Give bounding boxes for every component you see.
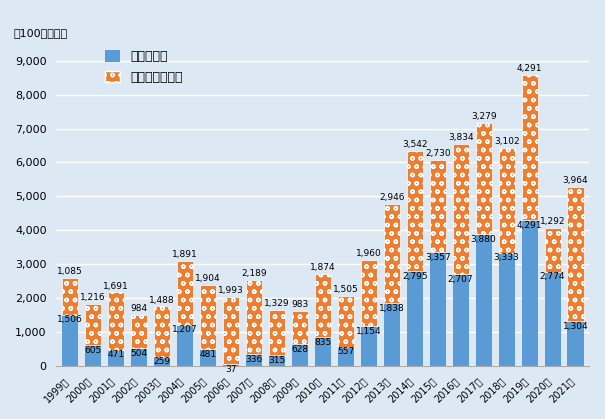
Text: 4,291: 4,291	[517, 221, 542, 230]
Bar	[315, 337, 331, 365]
Text: 1,505: 1,505	[333, 285, 359, 294]
Text: 3,102: 3,102	[494, 137, 520, 146]
Text: 1,993: 1,993	[218, 286, 244, 295]
Bar	[407, 271, 423, 365]
Bar	[338, 347, 354, 365]
Bar	[430, 160, 446, 252]
Bar	[407, 151, 423, 271]
Text: 1,691: 1,691	[103, 282, 129, 290]
Text: 605: 605	[85, 346, 102, 355]
Text: 1,304: 1,304	[563, 322, 588, 331]
Text: 1,488: 1,488	[149, 295, 175, 305]
Text: 1,891: 1,891	[172, 250, 198, 259]
Bar	[223, 364, 239, 365]
Bar	[361, 326, 377, 365]
Text: 504: 504	[131, 349, 148, 358]
Text: 315: 315	[268, 356, 286, 365]
Bar	[544, 272, 561, 365]
Text: 3,964: 3,964	[563, 176, 588, 185]
Text: 1,329: 1,329	[264, 299, 290, 308]
Bar	[453, 274, 469, 365]
Text: 1,506: 1,506	[57, 315, 83, 324]
Text: 259: 259	[154, 357, 171, 367]
Text: （100万ドル）: （100万ドル）	[14, 28, 68, 38]
Bar	[85, 345, 101, 365]
Bar	[430, 252, 446, 365]
Bar	[62, 315, 78, 365]
Text: 1,874: 1,874	[310, 263, 336, 272]
Bar	[499, 253, 515, 365]
Text: 481: 481	[200, 350, 217, 359]
Text: 1,292: 1,292	[540, 217, 565, 226]
Bar	[292, 344, 308, 365]
Bar	[522, 220, 538, 365]
Text: 2,707: 2,707	[448, 274, 474, 284]
Bar	[223, 297, 239, 364]
Text: 557: 557	[337, 347, 355, 357]
Bar	[108, 349, 124, 365]
Text: 3,834: 3,834	[448, 133, 474, 142]
Text: 3,333: 3,333	[494, 253, 520, 262]
Bar	[177, 325, 193, 365]
Text: 3,880: 3,880	[471, 235, 497, 244]
Bar	[315, 274, 331, 337]
Text: 1,216: 1,216	[80, 293, 106, 302]
Legend: 完成車製造, 自動車部品製造: 完成車製造, 自動車部品製造	[105, 50, 183, 84]
Bar	[131, 349, 147, 365]
Bar	[177, 261, 193, 325]
Bar	[154, 306, 170, 357]
Bar	[361, 260, 377, 326]
Bar	[108, 292, 124, 349]
Bar	[246, 354, 262, 365]
Bar	[522, 75, 538, 220]
Text: 2,774: 2,774	[540, 272, 565, 281]
Text: 2,730: 2,730	[425, 149, 451, 158]
Bar	[200, 349, 216, 365]
Bar	[131, 315, 147, 349]
Bar	[246, 280, 262, 354]
Bar	[567, 321, 584, 365]
Text: 37: 37	[225, 365, 237, 374]
Bar	[292, 311, 308, 344]
Text: 2,189: 2,189	[241, 269, 267, 278]
Text: 2,946: 2,946	[379, 193, 405, 202]
Text: 628: 628	[291, 345, 309, 354]
Text: 835: 835	[314, 338, 332, 347]
Text: 1,085: 1,085	[57, 267, 83, 276]
Text: 4,291: 4,291	[517, 64, 542, 73]
Bar	[476, 234, 492, 365]
Bar	[544, 228, 561, 272]
Text: 3,542: 3,542	[402, 140, 428, 149]
Bar	[384, 303, 400, 365]
Bar	[269, 355, 285, 365]
Text: 471: 471	[108, 350, 125, 359]
Text: 3,279: 3,279	[471, 112, 497, 122]
Text: 1,960: 1,960	[356, 249, 382, 258]
Text: 1,904: 1,904	[195, 274, 221, 283]
Bar	[384, 204, 400, 303]
Text: 2,795: 2,795	[402, 272, 428, 281]
Bar	[338, 296, 354, 347]
Bar	[567, 187, 584, 321]
Text: 983: 983	[291, 300, 309, 309]
Bar	[499, 148, 515, 253]
Text: 984: 984	[131, 304, 148, 313]
Bar	[62, 278, 78, 315]
Bar	[154, 357, 170, 365]
Text: 3,357: 3,357	[425, 253, 451, 261]
Text: 1,154: 1,154	[356, 327, 382, 336]
Bar	[453, 144, 469, 274]
Text: 1,838: 1,838	[379, 304, 405, 313]
Text: 1,207: 1,207	[172, 326, 198, 334]
Bar	[85, 304, 101, 345]
Bar	[200, 285, 216, 349]
Text: 336: 336	[245, 355, 263, 364]
Bar	[269, 310, 285, 355]
Bar	[476, 123, 492, 234]
